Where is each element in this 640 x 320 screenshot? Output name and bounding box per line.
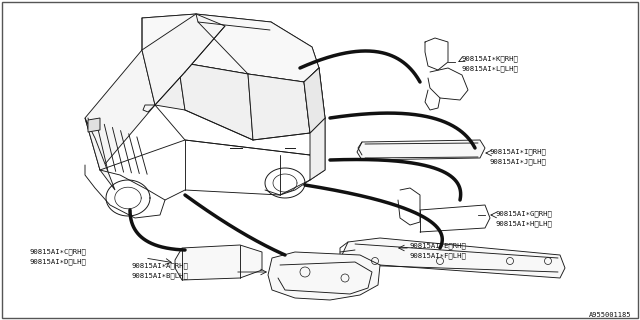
Polygon shape	[310, 118, 325, 180]
Polygon shape	[142, 14, 225, 105]
Polygon shape	[142, 14, 319, 82]
Text: 90815AI∗B〈LH〉: 90815AI∗B〈LH〉	[132, 272, 189, 279]
Text: 90815AI∗H〈LH〉: 90815AI∗H〈LH〉	[495, 220, 552, 227]
Polygon shape	[88, 118, 100, 132]
Text: 90815AI∗D〈LH〉: 90815AI∗D〈LH〉	[30, 258, 87, 265]
Text: 90815AI∗E〈RH〉: 90815AI∗E〈RH〉	[410, 242, 467, 249]
Text: 90815AI∗L〈LH〉: 90815AI∗L〈LH〉	[462, 65, 519, 72]
Polygon shape	[357, 140, 485, 160]
Polygon shape	[85, 50, 155, 170]
Polygon shape	[85, 118, 115, 190]
Text: 90815AI∗K〈RH〉: 90815AI∗K〈RH〉	[462, 55, 519, 62]
Text: 90815AI∗F〈LH〉: 90815AI∗F〈LH〉	[410, 252, 467, 259]
Text: 90815AI∗A〈RH〉: 90815AI∗A〈RH〉	[132, 262, 189, 268]
Polygon shape	[178, 62, 253, 140]
Text: 90815AI∗C〈RH〉: 90815AI∗C〈RH〉	[30, 248, 87, 255]
Polygon shape	[304, 68, 325, 133]
Polygon shape	[342, 238, 565, 278]
Text: 90815AI∗G〈RH〉: 90815AI∗G〈RH〉	[495, 210, 552, 217]
Text: 90815AI∗J〈LH〉: 90815AI∗J〈LH〉	[490, 158, 547, 164]
Text: A955001185: A955001185	[589, 312, 631, 318]
Polygon shape	[268, 252, 380, 300]
Polygon shape	[248, 74, 310, 140]
Polygon shape	[304, 68, 325, 133]
Polygon shape	[175, 245, 262, 280]
Text: 90815AI∗I〈RH〉: 90815AI∗I〈RH〉	[490, 148, 547, 155]
Polygon shape	[142, 50, 185, 110]
